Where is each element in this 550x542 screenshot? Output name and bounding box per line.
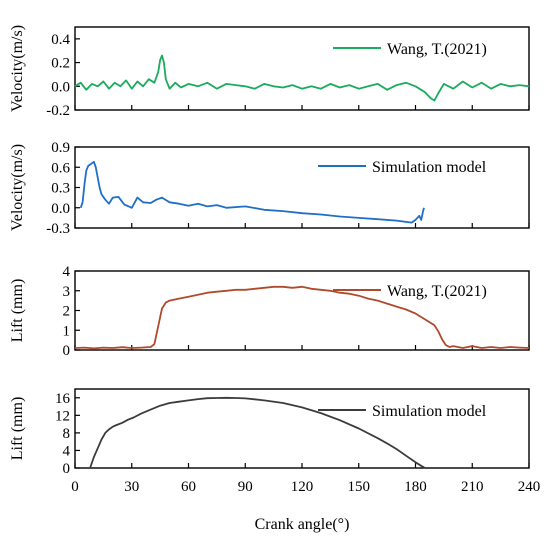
chart-panel-2: -0.3 0.0 0.3 0.6 0.9 Velocity(m/s) Simulation … (9, 140, 530, 237)
legend-label: Wang, T.(2021) (387, 283, 487, 300)
x-tick-label: 60 (181, 479, 196, 495)
y-tick-label: 4 (63, 443, 71, 459)
y-tick-label: 16 (55, 391, 71, 407)
chart-panel-1: -0.2 0.0 0.2 0.4 Velocity(m/s) Wang, T.(2021) (9, 25, 530, 119)
y-tick-label: 1 (63, 323, 71, 339)
x-tick-label: 120 (291, 479, 314, 495)
y-tick-label: 0.0 (51, 201, 70, 217)
y-tick-label: 0.2 (51, 56, 70, 72)
plot-frame (74, 388, 530, 469)
x-tick-label: 240 (518, 479, 541, 495)
series-line (89, 396, 426, 469)
y-tick-label: 0.9 (51, 140, 70, 156)
y-axis-label: Lift (mm) (9, 279, 26, 343)
y-tick-label: 0.3 (51, 181, 70, 197)
legend-label: Simulation model (372, 159, 487, 176)
plot-frame (74, 26, 530, 111)
x-tick-label: 0 (71, 479, 79, 495)
y-tick-label: 0.4 (51, 32, 70, 48)
legend: Simulation model (318, 159, 487, 176)
legend: Wang, T.(2021) (333, 283, 487, 300)
legend: Simulation model (318, 403, 487, 420)
series-line (79, 160, 425, 224)
x-tick-label: 150 (348, 479, 371, 495)
x-tick-label: 90 (238, 479, 253, 495)
y-tick-label: 4 (63, 264, 71, 280)
y-axis-label: Velocity(m/s) (9, 25, 26, 112)
y-axis-label: Lift (mm) (9, 397, 26, 461)
series-line (74, 54, 530, 102)
y-tick-label: 2 (63, 304, 71, 320)
y-tick-label: -0.2 (46, 103, 70, 119)
y-tick-label: 0.6 (51, 160, 70, 176)
x-tick-label: 210 (461, 479, 484, 495)
y-axis-label: Velocity(m/s) (9, 144, 26, 231)
x-tick-label: 30 (124, 479, 139, 495)
series-line (74, 285, 530, 350)
y-tick-label: 0 (63, 343, 71, 359)
x-tick-label: 180 (404, 479, 427, 495)
y-tick-label: -0.3 (46, 221, 70, 237)
y-tick-label: 8 (63, 426, 71, 442)
x-axis-label: Crank angle(°) (255, 516, 350, 533)
y-tick-label: 3 (63, 284, 71, 300)
legend-label: Wang, T.(2021) (387, 41, 487, 58)
y-tick-label: 12 (55, 408, 70, 424)
legend-label: Simulation model (372, 403, 487, 420)
legend: Wang, T.(2021) (333, 41, 487, 58)
chart-panel-3: 0 1 2 3 4 Lift (mm) Wang, T.(2021) (9, 264, 530, 359)
y-tick-label: 0.0 (51, 79, 70, 95)
y-tick-label: 0 (63, 461, 71, 477)
